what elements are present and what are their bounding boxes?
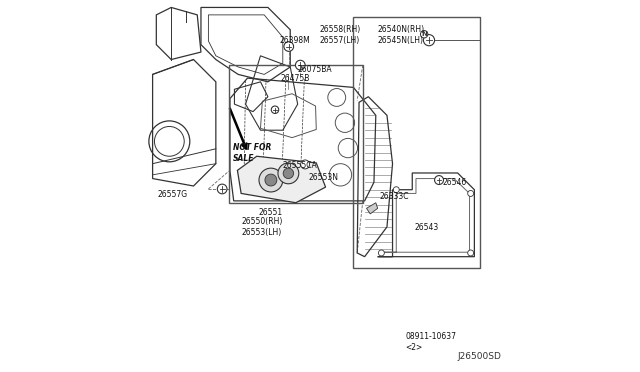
Circle shape: [378, 250, 385, 256]
Text: NOT FOR
SALE: NOT FOR SALE: [232, 143, 271, 163]
Polygon shape: [367, 203, 378, 214]
Text: 26333C: 26333C: [380, 192, 409, 201]
Circle shape: [296, 60, 305, 70]
Circle shape: [218, 184, 227, 194]
Text: 26558(RH)
26557(LH): 26558(RH) 26557(LH): [320, 25, 361, 45]
Text: J26500SD: J26500SD: [458, 352, 502, 361]
Circle shape: [301, 160, 310, 169]
Text: 26553N: 26553N: [309, 173, 339, 182]
Circle shape: [468, 250, 474, 256]
Bar: [353, 17, 480, 268]
Text: 26546: 26546: [443, 178, 467, 187]
Circle shape: [284, 42, 294, 51]
Circle shape: [271, 106, 278, 113]
Circle shape: [424, 35, 435, 46]
Text: 26540N(RH)
26545N(LH): 26540N(RH) 26545N(LH): [378, 25, 425, 45]
Circle shape: [278, 163, 299, 184]
Circle shape: [283, 168, 294, 179]
Polygon shape: [237, 156, 326, 203]
Text: 26557G: 26557G: [158, 190, 188, 199]
Circle shape: [259, 168, 283, 192]
Text: N: N: [421, 31, 427, 37]
Circle shape: [468, 190, 474, 196]
Text: 26550(RH)
26553(LH): 26550(RH) 26553(LH): [242, 217, 284, 237]
Text: 26551: 26551: [259, 208, 283, 217]
Text: 26555CA: 26555CA: [283, 161, 317, 170]
Bar: [229, 65, 363, 203]
Circle shape: [265, 174, 277, 186]
Circle shape: [435, 176, 444, 185]
Text: 26543: 26543: [415, 223, 439, 232]
Text: 08911-10637
<2>: 08911-10637 <2>: [406, 332, 456, 352]
Text: 26398M: 26398M: [279, 36, 310, 45]
Circle shape: [394, 187, 399, 193]
Text: 26475B: 26475B: [281, 74, 310, 83]
Text: 26075BA: 26075BA: [298, 65, 332, 74]
